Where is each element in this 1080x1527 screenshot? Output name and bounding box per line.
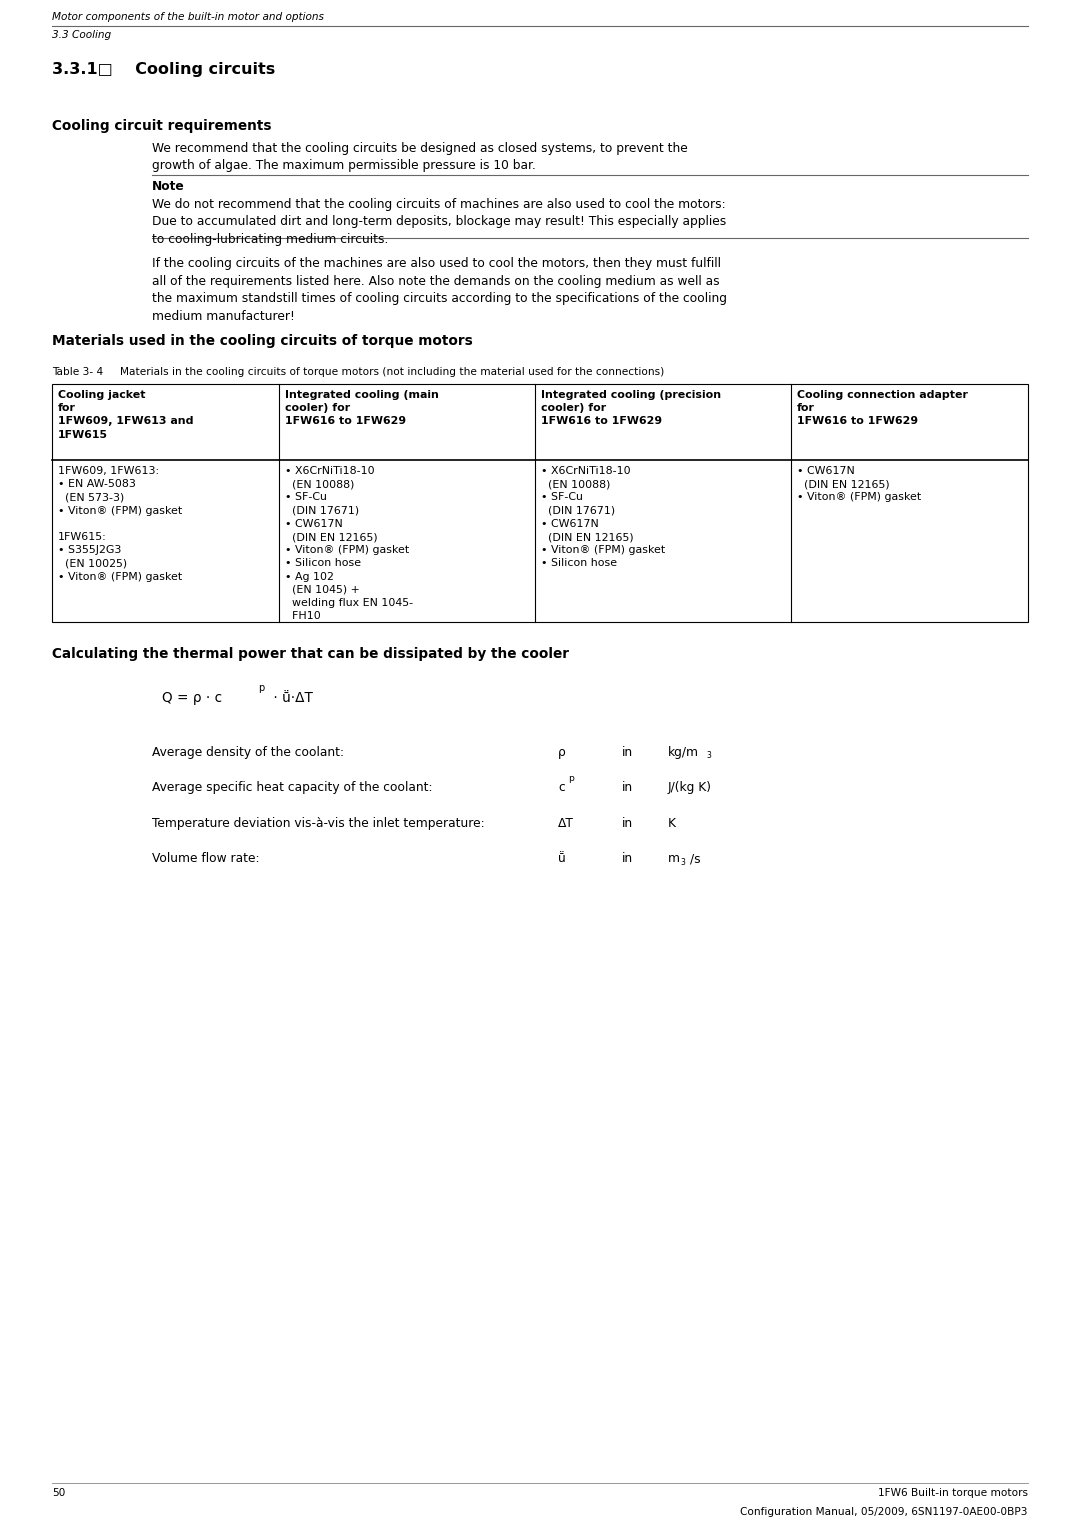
Bar <box>52 383 1028 621</box>
Text: Cooling connection adapter
for
1FW616 to 1FW629: Cooling connection adapter for 1FW616 to… <box>797 389 968 426</box>
Text: Average specific heat capacity of the coolant:: Average specific heat capacity of the co… <box>152 782 432 794</box>
Text: 50: 50 <box>52 1487 66 1498</box>
Text: 1FW609, 1FW613:
• EN AW-5083
  (EN 573-3)
• Viton® (FPM) gasket

1FW615:
• S355J: 1FW609, 1FW613: • EN AW-5083 (EN 573-3) … <box>58 466 183 582</box>
Text: ρ: ρ <box>558 747 566 759</box>
Text: p: p <box>258 684 265 693</box>
Text: in: in <box>622 782 633 794</box>
Text: m: m <box>669 852 680 866</box>
Text: Motor components of the built-in motor and options: Motor components of the built-in motor a… <box>52 12 324 21</box>
Text: 3: 3 <box>680 858 686 867</box>
Text: · ṻ·ΔT: · ṻ·ΔT <box>269 692 313 705</box>
Text: in: in <box>622 852 633 866</box>
Text: We recommend that the cooling circuits be designed as closed systems, to prevent: We recommend that the cooling circuits b… <box>152 142 688 173</box>
Text: 1FW6 Built-in torque motors: 1FW6 Built-in torque motors <box>878 1487 1028 1498</box>
Text: in: in <box>622 817 633 831</box>
Text: Q = ρ · c: Q = ρ · c <box>162 692 222 705</box>
Text: Integrated cooling (main
cooler) for
1FW616 to 1FW629: Integrated cooling (main cooler) for 1FW… <box>285 389 440 426</box>
Text: Cooling circuit requirements: Cooling circuit requirements <box>52 119 271 133</box>
Text: J/(kg K): J/(kg K) <box>669 782 712 794</box>
Text: Note: Note <box>152 180 185 192</box>
Text: 3.3.1□    Cooling circuits: 3.3.1□ Cooling circuits <box>52 63 275 76</box>
Text: c: c <box>558 782 565 794</box>
Text: kg/m: kg/m <box>669 747 699 759</box>
Text: We do not recommend that the cooling circuits of machines are also used to cool : We do not recommend that the cooling cir… <box>152 199 726 246</box>
Text: Integrated cooling (precision
cooler) for
1FW616 to 1FW629: Integrated cooling (precision cooler) fo… <box>541 389 721 426</box>
Text: Calculating the thermal power that can be dissipated by the cooler: Calculating the thermal power that can b… <box>52 647 569 661</box>
Text: Volume flow rate:: Volume flow rate: <box>152 852 259 866</box>
Text: ṻ: ṻ <box>558 852 566 866</box>
Text: 3: 3 <box>706 751 712 760</box>
Text: Temperature deviation vis-à-vis the inlet temperature:: Temperature deviation vis-à-vis the inle… <box>152 817 485 831</box>
Text: Average density of the coolant:: Average density of the coolant: <box>152 747 345 759</box>
Text: • X6CrNiTi18-10
  (EN 10088)
• SF-Cu
  (DIN 17671)
• CW617N
  (DIN EN 12165)
• V: • X6CrNiTi18-10 (EN 10088) • SF-Cu (DIN … <box>285 466 414 621</box>
Text: Cooling jacket
for
1FW609, 1FW613 and
1FW615: Cooling jacket for 1FW609, 1FW613 and 1F… <box>58 389 193 440</box>
Text: in: in <box>622 747 633 759</box>
Text: Materials used in the cooling circuits of torque motors: Materials used in the cooling circuits o… <box>52 334 473 348</box>
Text: ΔT: ΔT <box>558 817 573 831</box>
Text: If the cooling circuits of the machines are also used to cool the motors, then t: If the cooling circuits of the machines … <box>152 257 727 322</box>
Text: K: K <box>669 817 676 831</box>
Text: 3.3 Cooling: 3.3 Cooling <box>52 31 111 40</box>
Text: /s: /s <box>690 852 701 866</box>
Text: • CW617N
  (DIN EN 12165)
• Viton® (FPM) gasket: • CW617N (DIN EN 12165) • Viton® (FPM) g… <box>797 466 921 502</box>
Text: p: p <box>568 774 575 783</box>
Text: Table 3- 4     Materials in the cooling circuits of torque motors (not including: Table 3- 4 Materials in the cooling circ… <box>52 366 664 377</box>
Text: • X6CrNiTi18-10
  (EN 10088)
• SF-Cu
  (DIN 17671)
• CW617N
  (DIN EN 12165)
• V: • X6CrNiTi18-10 (EN 10088) • SF-Cu (DIN … <box>541 466 665 568</box>
Text: Configuration Manual, 05/2009, 6SN1197-0AE00-0BP3: Configuration Manual, 05/2009, 6SN1197-0… <box>741 1507 1028 1516</box>
